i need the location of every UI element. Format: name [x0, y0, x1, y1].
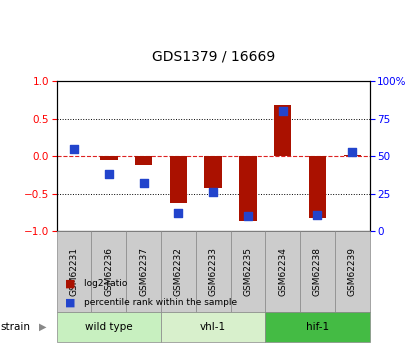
Bar — [300, 231, 335, 312]
Point — [105, 171, 112, 177]
Bar — [196, 231, 231, 312]
Bar — [92, 231, 126, 312]
Text: vhl-1: vhl-1 — [200, 322, 226, 332]
Text: GDS1379 / 16669: GDS1379 / 16669 — [152, 50, 275, 64]
Text: GSM62237: GSM62237 — [139, 247, 148, 296]
Bar — [335, 231, 370, 312]
Bar — [126, 231, 161, 312]
Bar — [265, 231, 300, 312]
Bar — [57, 231, 92, 312]
Bar — [161, 312, 265, 342]
Point — [140, 180, 147, 186]
Text: GSM62234: GSM62234 — [278, 247, 287, 296]
Bar — [344, 155, 361, 156]
Point — [349, 149, 356, 154]
Bar — [170, 156, 187, 203]
Bar — [231, 231, 265, 312]
Bar — [309, 156, 326, 218]
Text: GSM62236: GSM62236 — [104, 247, 113, 296]
Text: strain: strain — [0, 322, 30, 332]
Bar — [265, 312, 370, 342]
Point — [314, 212, 321, 217]
Point — [279, 108, 286, 114]
Bar — [239, 156, 257, 221]
Text: ■: ■ — [65, 279, 76, 289]
Text: ▶: ▶ — [39, 322, 47, 332]
Bar — [161, 231, 196, 312]
Text: log2 ratio: log2 ratio — [84, 279, 127, 288]
Text: GSM62232: GSM62232 — [174, 247, 183, 296]
Text: GSM62231: GSM62231 — [70, 247, 79, 296]
Bar — [205, 156, 222, 188]
Text: ■: ■ — [65, 297, 76, 307]
Point — [71, 146, 77, 151]
Text: GSM62239: GSM62239 — [348, 247, 357, 296]
Text: GSM62238: GSM62238 — [313, 247, 322, 296]
Bar — [274, 105, 291, 156]
Text: GSM62233: GSM62233 — [209, 247, 218, 296]
Point — [175, 210, 182, 216]
Point — [244, 213, 251, 219]
Bar — [135, 156, 152, 165]
Text: hif-1: hif-1 — [306, 322, 329, 332]
Bar — [100, 156, 118, 160]
Bar — [57, 312, 161, 342]
Point — [210, 189, 217, 195]
Text: wild type: wild type — [85, 322, 133, 332]
Text: GSM62235: GSM62235 — [244, 247, 252, 296]
Text: percentile rank within the sample: percentile rank within the sample — [84, 298, 237, 307]
